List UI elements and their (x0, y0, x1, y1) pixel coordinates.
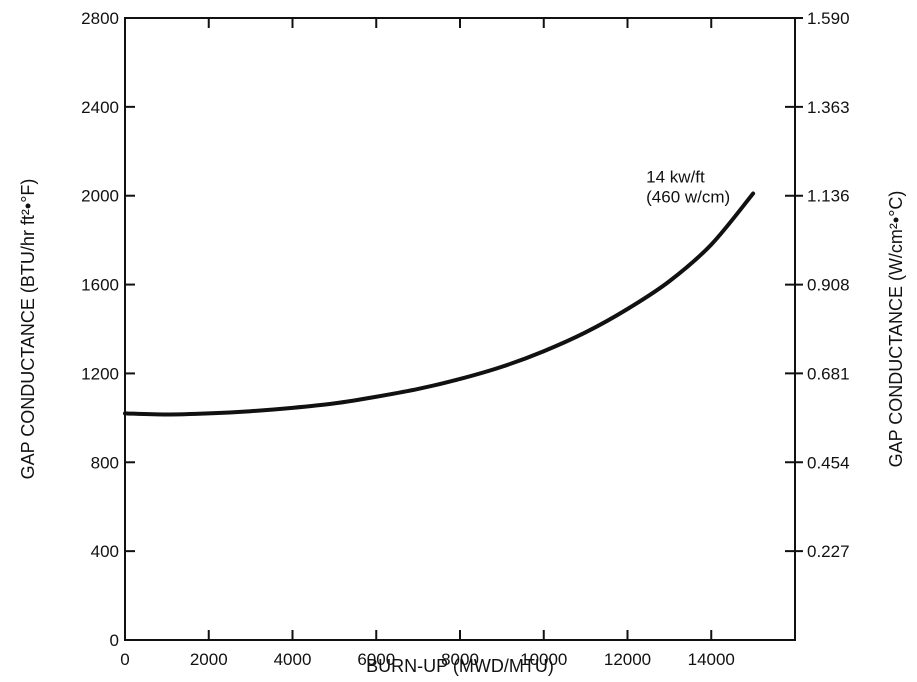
right-y-axis-ticks: 0.227 0.454 0.681 0.908 1.136 1.363 1.590 (785, 9, 850, 561)
y-tick-label: 2400 (81, 98, 119, 117)
y-tick-label: 0 (110, 631, 119, 650)
plot-frame (124, 17, 796, 641)
x-axis-ticks: 0 2000 4000 6000 8000 10000 12000 14000 (120, 18, 735, 669)
y-tick-label: 2000 (81, 187, 119, 206)
x-tick-label: 0 (120, 650, 129, 669)
y-right-tick-label: 0.908 (807, 276, 850, 295)
left-y-axis-ticks: 0 400 800 1200 1600 2000 2400 2800 (81, 9, 135, 650)
y-right-tick-label: 0.681 (807, 364, 850, 383)
x-tick-label: 12000 (604, 650, 651, 669)
x-tick-label: 14000 (688, 650, 735, 669)
x-tick-label: 4000 (274, 650, 312, 669)
curve-annotation-line-2: (460 w/cm) (646, 187, 730, 206)
curve-annotation-line-1: 14 kw/ft (646, 167, 705, 186)
y-right-tick-label: 1.590 (807, 9, 850, 28)
x-tick-label: 10000 (520, 650, 567, 669)
x-tick-label: 8000 (441, 650, 479, 669)
left-y-axis-title: GAP CONDUCTANCE (BTU/hr ft²•°F) (18, 179, 38, 480)
series-line (123, 191, 756, 417)
x-axis-title: BURN-UP (MWD/MTU) (366, 656, 554, 676)
y-right-tick-label: 1.136 (807, 187, 850, 206)
y-tick-label: 800 (91, 453, 119, 472)
y-tick-label: 400 (91, 542, 119, 561)
y-right-tick-label: 0.227 (807, 542, 850, 561)
x-tick-label: 6000 (357, 650, 395, 669)
y-right-tick-label: 1.363 (807, 98, 850, 117)
right-y-axis-title: GAP CONDUCTANCE (W/cm²•°C) (886, 191, 906, 468)
x-tick-label: 2000 (190, 650, 228, 669)
y-right-tick-label: 0.454 (807, 453, 850, 472)
y-tick-label: 2800 (81, 9, 119, 28)
y-tick-label: 1200 (81, 364, 119, 383)
y-tick-label: 1600 (81, 276, 119, 295)
